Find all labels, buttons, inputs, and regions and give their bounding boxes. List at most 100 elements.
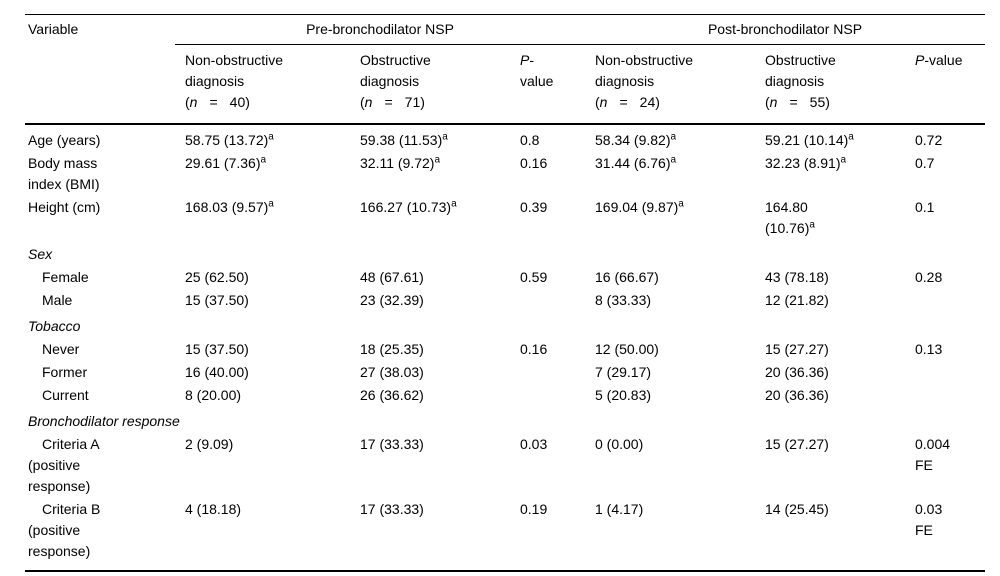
value-cell: 7 (29.17) xyxy=(595,364,652,380)
column-header-post-obstructive: Obstructive diagnosis (n = 55) xyxy=(755,44,905,125)
table-row: Body mass index (BMI) 29.61 (7.36)a 32.11 (… xyxy=(25,152,985,196)
section-label: Sex xyxy=(28,246,53,262)
value-cell: 4 (18.18) xyxy=(185,501,242,517)
value-cell: 1 (4.17) xyxy=(595,501,644,517)
italic-text: P xyxy=(915,52,925,68)
row-label: Body mass index (BMI) xyxy=(28,155,100,192)
value-cell: 0.59 xyxy=(520,269,548,285)
value-cell: 15 (37.50) xyxy=(185,341,249,357)
value-cell: 23 (32.39) xyxy=(360,292,424,308)
header-text: - xyxy=(529,52,535,68)
value-cell: 18 (25.35) xyxy=(360,341,424,357)
header-text: value xyxy=(520,73,554,89)
table-row: Bronchodilator response xyxy=(25,407,985,433)
value-cell: 0.72 xyxy=(915,132,943,148)
value-cell: 20 (36.36) xyxy=(765,387,829,403)
value-cell: 48 (67.61) xyxy=(360,269,424,285)
header-text: Non-obstructive xyxy=(185,52,284,68)
superscript-marker: a xyxy=(670,131,677,143)
superscript-marker: a xyxy=(434,154,441,166)
value-cell: 31.44 (6.76)a xyxy=(595,154,677,171)
value-cell: 0.39 xyxy=(520,199,548,215)
value-cell: 59.38 (11.53)a xyxy=(360,131,448,148)
table-row: Criteria A (positive response) 2 (9.09) 17 (… xyxy=(25,433,985,498)
value-cell: 58.34 (9.82)a xyxy=(595,131,677,148)
value-cell: 0.13 xyxy=(915,341,943,357)
value-cell: 0.03 FE xyxy=(915,501,943,538)
superscript-marker: a xyxy=(442,131,448,143)
column-header-pre-obstructive: Obstructive diagnosis (n = 71) xyxy=(350,44,510,125)
value-cell: 2 (9.09) xyxy=(185,436,234,452)
header-text: 55) xyxy=(809,94,830,110)
header-text: -value xyxy=(924,52,963,68)
value-cell xyxy=(510,289,585,312)
value-cell: 0.19 xyxy=(520,501,548,517)
value-cell: 8 (33.33) xyxy=(595,292,652,308)
header-text: Obstructive xyxy=(360,52,431,68)
superscript-marker: a xyxy=(809,219,815,231)
header-text: 24) xyxy=(639,94,660,110)
value-cell: 16 (66.67) xyxy=(595,269,659,285)
value-cell xyxy=(510,361,585,384)
italic-text: n xyxy=(599,94,608,110)
value-cell: 164.80 (10.76)a xyxy=(765,199,815,236)
value-cell: 0.8 xyxy=(520,132,540,148)
value-cell: 166.27 (10.73)a xyxy=(360,198,457,215)
value-cell: 17 (33.33) xyxy=(360,436,424,452)
value-cell: 0.16 xyxy=(520,155,548,171)
header-text: = xyxy=(789,94,798,110)
header-text: = xyxy=(209,94,218,110)
value-cell: 14 (25.45) xyxy=(765,501,829,517)
value-cell: 32.23 (8.91)a xyxy=(765,154,847,171)
italic-text: n xyxy=(364,94,373,110)
value-cell: 59.21 (10.14)a xyxy=(765,131,854,148)
subheader-row: Non-obstructive diagnosis (n = 40) Obstructiv… xyxy=(25,44,986,125)
superscript-marker: a xyxy=(848,131,854,143)
header-text: = xyxy=(384,94,393,110)
value-cell: 12 (50.00) xyxy=(595,341,659,357)
table-body: Age (years) 58.75 (13.72)a 59.38 (11.53)a 0… xyxy=(25,124,985,571)
superscript-marker: a xyxy=(268,198,274,210)
value-cell: 0.1 xyxy=(915,199,935,215)
table-row: Male 15 (37.50) 23 (32.39) 8 (33.33) 12 (21.… xyxy=(25,289,985,312)
value-cell: 27 (38.03) xyxy=(360,364,424,380)
row-label: Criteria A (positive response) xyxy=(28,436,100,494)
value-cell: 32.11 (9.72)a xyxy=(360,154,441,171)
value-cell: 8 (20.00) xyxy=(185,387,242,403)
superscript-marker: a xyxy=(678,198,684,210)
value-cell: 16 (40.00) xyxy=(185,364,249,380)
italic-text: P xyxy=(520,52,530,68)
group-header-post-bronchodilator: Post-bronchodilator NSP xyxy=(585,14,986,45)
value-cell: 43 (78.18) xyxy=(765,269,829,285)
value-cell: 29.61 (7.36)a xyxy=(185,154,267,171)
italic-text: n xyxy=(189,94,198,110)
header-text: ( xyxy=(765,94,770,110)
value-cell: 25 (62.50) xyxy=(185,269,249,285)
header-text: 71) xyxy=(404,94,425,110)
value-cell: 0 (0.00) xyxy=(595,436,644,452)
header-text: = xyxy=(619,94,628,110)
row-label: Height (cm) xyxy=(28,199,101,215)
value-cell: 17 (33.33) xyxy=(360,501,424,517)
header-text: ( xyxy=(185,94,190,110)
value-cell: 20 (36.36) xyxy=(765,364,829,380)
column-header-pre-pvalue: P- value xyxy=(510,44,585,125)
table-row: Criteria B (positive response) 4 (18.18) 17 … xyxy=(25,498,985,571)
value-cell: 12 (21.82) xyxy=(765,292,829,308)
column-header-variable: Variable xyxy=(25,14,175,125)
header-text: ( xyxy=(360,94,365,110)
value-cell: 0.004 FE xyxy=(915,436,951,473)
row-label: Female xyxy=(42,269,89,285)
row-label: Former xyxy=(42,364,88,380)
header-text: 40) xyxy=(229,94,250,110)
row-label: Never xyxy=(42,341,80,357)
section-label: Tobacco xyxy=(28,318,81,334)
table-row: Current 8 (20.00) 26 (36.62) 5 (20.83) 20 (3… xyxy=(25,384,985,407)
column-header-post-nonobstructive: Non-obstructive diagnosis (n = 24) xyxy=(585,44,755,125)
header-text: diagnosis xyxy=(185,73,245,89)
value-cell: 0.03 xyxy=(520,436,548,452)
value-cell xyxy=(905,384,985,407)
value-cell: 26 (36.62) xyxy=(360,387,424,403)
superscript-marker: a xyxy=(840,154,847,166)
row-label: Male xyxy=(42,292,73,308)
